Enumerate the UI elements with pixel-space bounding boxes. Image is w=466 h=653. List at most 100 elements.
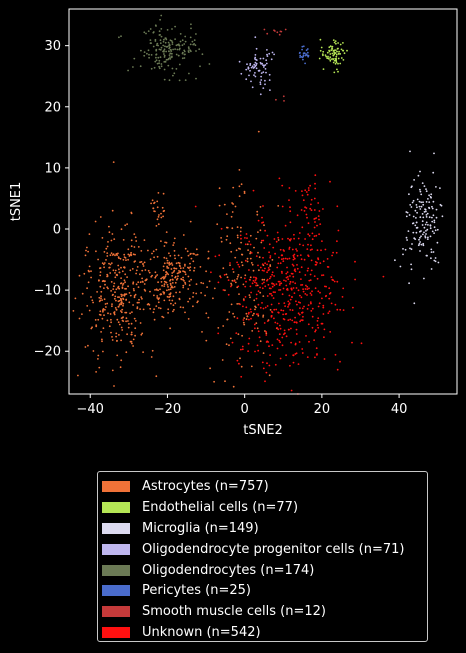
data-point: [256, 327, 259, 330]
data-point: [255, 306, 257, 309]
data-point: [306, 269, 309, 272]
data-point: [293, 257, 296, 260]
data-point: [173, 72, 176, 75]
data-point: [295, 287, 298, 289]
data-point: [156, 200, 159, 203]
data-point: [331, 254, 333, 257]
data-point: [307, 267, 310, 270]
data-point: [91, 299, 94, 302]
data-point: [289, 221, 292, 224]
data-point: [297, 312, 300, 315]
data-point: [178, 63, 181, 66]
data-point: [240, 226, 242, 229]
data-point: [102, 263, 105, 266]
data-point: [301, 352, 304, 354]
data-point: [296, 250, 298, 252]
data-point: [263, 247, 266, 249]
data-point: [163, 245, 166, 247]
data-point: [159, 288, 161, 291]
data-point: [149, 290, 151, 293]
data-point: [83, 272, 86, 275]
data-point: [124, 257, 127, 259]
data-point: [310, 294, 313, 296]
data-point: [219, 276, 222, 279]
data-point: [258, 256, 261, 259]
data-point: [150, 356, 153, 358]
data-point: [101, 237, 104, 239]
data-point: [330, 58, 333, 60]
data-point: [187, 300, 190, 303]
data-point: [305, 335, 307, 337]
data-point: [255, 284, 257, 287]
data-point: [284, 305, 286, 307]
legend-item-endothelial-cells: Endothelial cells (n=77): [102, 497, 427, 518]
data-point: [422, 201, 424, 204]
data-point: [266, 53, 268, 56]
data-point: [160, 65, 163, 68]
data-point: [285, 284, 288, 287]
data-point: [324, 248, 327, 251]
data-point: [300, 209, 303, 211]
data-point: [257, 219, 260, 222]
data-point: [120, 282, 123, 284]
data-point: [179, 306, 182, 308]
data-point: [408, 282, 410, 285]
data-point: [130, 331, 133, 334]
data-point: [147, 49, 150, 52]
data-point: [178, 262, 181, 265]
data-point: [333, 51, 336, 54]
data-point: [250, 262, 253, 264]
data-point: [267, 341, 270, 343]
data-point: [336, 47, 339, 50]
legend-label: Unknown (n=542): [142, 625, 261, 641]
data-point: [339, 43, 342, 46]
data-point: [78, 317, 81, 320]
data-point: [416, 198, 419, 201]
data-point: [273, 284, 276, 287]
data-point: [269, 309, 272, 311]
data-point: [187, 46, 190, 49]
data-point: [173, 254, 176, 257]
data-point: [178, 297, 181, 300]
data-point: [111, 209, 114, 212]
data-point: [354, 260, 356, 263]
data-point: [171, 41, 174, 44]
data-point: [317, 215, 320, 218]
data-point: [151, 349, 154, 352]
data-point: [237, 274, 240, 276]
data-point: [152, 311, 155, 314]
data-point: [299, 54, 302, 57]
data-point: [253, 276, 255, 279]
data-point: [317, 326, 320, 329]
data-point: [224, 380, 226, 383]
data-point: [287, 328, 290, 331]
data-point: [430, 248, 433, 251]
data-point: [245, 233, 248, 235]
data-point: [240, 237, 242, 240]
data-point: [301, 226, 304, 229]
data-point: [241, 348, 244, 351]
data-point: [218, 187, 221, 190]
legend-item-microglia: Microglia (n=149): [102, 518, 427, 539]
data-point: [422, 203, 425, 206]
data-point: [213, 287, 216, 290]
data-point: [304, 62, 306, 65]
data-point: [125, 259, 127, 261]
data-point: [257, 290, 260, 293]
data-point: [189, 36, 192, 39]
data-point: [273, 29, 275, 32]
data-point: [432, 171, 435, 174]
data-point: [104, 280, 106, 282]
data-point: [173, 286, 176, 288]
data-point: [276, 322, 279, 325]
data-point: [99, 314, 102, 316]
data-point: [268, 345, 270, 348]
data-point: [290, 327, 292, 330]
data-point: [309, 207, 312, 210]
data-point: [271, 285, 274, 288]
data-point: [290, 389, 293, 392]
data-point: [245, 68, 248, 71]
data-point: [268, 251, 270, 254]
data-point: [167, 58, 169, 61]
data-point: [415, 204, 418, 206]
